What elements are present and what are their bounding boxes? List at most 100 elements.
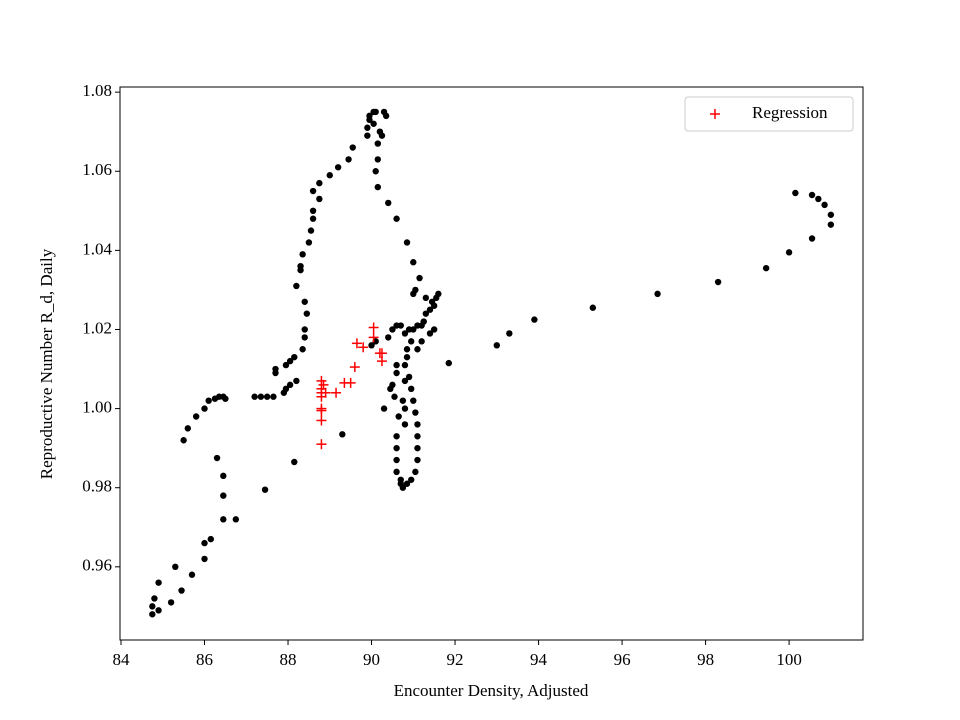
- point: [412, 468, 419, 476]
- y-tick-label: 1.04: [82, 239, 112, 258]
- point: [220, 472, 227, 480]
- point: [316, 405, 327, 416]
- point: [291, 458, 298, 466]
- point: [827, 221, 835, 228]
- point: [403, 239, 411, 246]
- x-tick-label: 92: [447, 650, 464, 669]
- point: [401, 405, 409, 412]
- point: [349, 144, 356, 151]
- point: [827, 211, 835, 218]
- x-tick-label: 94: [530, 650, 548, 669]
- point: [213, 454, 221, 462]
- point: [293, 282, 300, 290]
- point: [414, 433, 421, 440]
- point: [309, 187, 317, 195]
- point: [272, 365, 279, 373]
- x-tick-label: 98: [697, 650, 714, 669]
- point: [305, 239, 313, 246]
- point: [418, 338, 425, 345]
- point: [380, 405, 388, 412]
- point: [399, 484, 407, 491]
- point: [316, 439, 327, 450]
- point: [531, 316, 538, 323]
- point: [385, 334, 392, 341]
- x-tick-label: 86: [196, 650, 213, 669]
- point: [301, 298, 308, 305]
- point: [232, 516, 240, 523]
- y-tick-label: 1.02: [82, 318, 112, 337]
- point: [714, 278, 722, 286]
- point: [205, 397, 212, 404]
- point: [251, 393, 258, 400]
- point: [299, 251, 306, 258]
- point: [372, 108, 379, 116]
- y-tick-label: 0.98: [82, 477, 112, 496]
- point: [320, 387, 331, 398]
- point: [368, 322, 379, 333]
- point: [297, 262, 304, 270]
- legend-marker: [710, 109, 720, 119]
- point: [167, 599, 175, 606]
- x-tick-label: 100: [776, 650, 802, 669]
- point: [387, 385, 394, 393]
- point: [410, 259, 417, 266]
- point: [435, 290, 442, 298]
- point: [286, 357, 294, 365]
- legend-label: Regression: [752, 103, 828, 122]
- point: [408, 385, 415, 393]
- point: [155, 607, 162, 614]
- point: [401, 421, 409, 428]
- point: [180, 437, 187, 444]
- point: [364, 132, 371, 139]
- point: [391, 393, 398, 400]
- point: [821, 201, 828, 209]
- point: [316, 179, 323, 187]
- point: [397, 322, 404, 329]
- point: [149, 611, 156, 618]
- point: [286, 381, 294, 389]
- point: [376, 348, 387, 359]
- point: [762, 264, 770, 272]
- point: [301, 326, 308, 333]
- point: [401, 361, 409, 369]
- point: [149, 603, 156, 610]
- point: [349, 362, 360, 373]
- legend: Regression: [684, 96, 854, 132]
- point: [654, 290, 661, 298]
- point: [399, 397, 407, 404]
- point: [393, 456, 400, 464]
- point: [382, 112, 390, 120]
- point: [222, 395, 229, 402]
- x-tick-label: 88: [280, 650, 297, 669]
- point: [351, 338, 362, 349]
- point: [792, 189, 799, 197]
- point: [414, 444, 421, 452]
- point: [416, 274, 423, 282]
- point: [393, 433, 400, 440]
- point: [307, 227, 315, 234]
- point: [393, 369, 400, 377]
- y-axis-label: Reproductive Number R_d, Daily: [37, 248, 56, 479]
- point: [403, 480, 411, 487]
- point: [372, 168, 379, 175]
- point: [201, 405, 208, 412]
- point: [374, 156, 381, 163]
- point: [201, 539, 208, 547]
- point: [426, 330, 434, 337]
- point: [430, 302, 438, 309]
- point: [410, 397, 417, 404]
- point: [405, 326, 413, 333]
- point: [408, 338, 415, 345]
- point: [410, 290, 417, 298]
- point: [401, 377, 409, 385]
- point: [815, 195, 822, 203]
- point: [393, 361, 400, 369]
- x-tick-label: 96: [614, 650, 631, 669]
- point: [316, 415, 327, 426]
- point: [220, 492, 227, 499]
- point: [506, 330, 513, 337]
- point: [393, 444, 400, 452]
- x-tick-label: 90: [363, 650, 380, 669]
